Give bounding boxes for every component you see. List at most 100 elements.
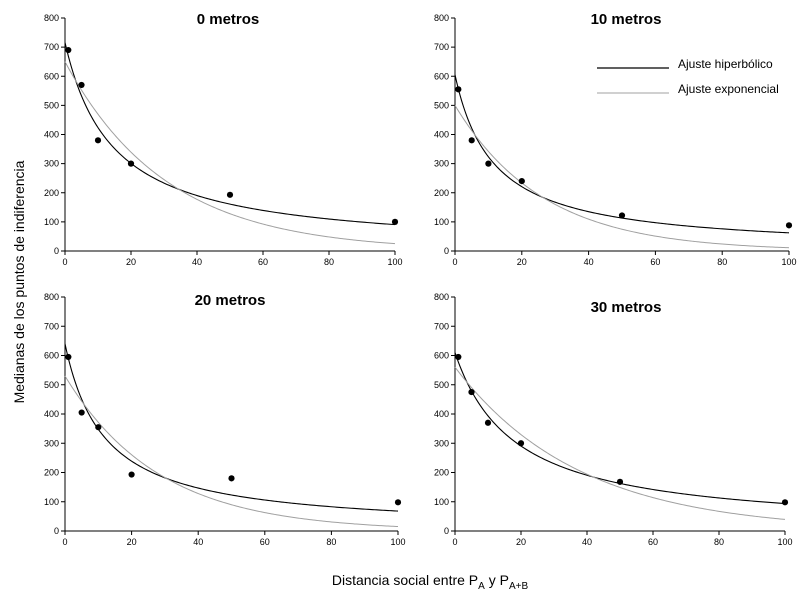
y-tick-label: 600 [434, 71, 449, 81]
x-tick-label: 100 [387, 257, 402, 267]
data-point [484, 419, 492, 426]
x-tick-label: 20 [517, 257, 527, 267]
data-point [517, 440, 525, 447]
x-tick-label: 0 [452, 257, 457, 267]
y-tick-label: 700 [44, 42, 59, 52]
data-point [455, 353, 462, 361]
y-tick-label: 600 [44, 71, 59, 81]
data-point [78, 81, 85, 89]
y-tick-label: 400 [44, 409, 59, 419]
data-point [78, 409, 85, 416]
x-tick-label: 40 [582, 537, 592, 547]
y-tick-label: 200 [44, 188, 59, 198]
data-point [65, 353, 72, 361]
data-point [468, 137, 475, 144]
exponential-fit-line [454, 105, 790, 249]
y-tick-label: 300 [44, 159, 59, 169]
x-tick-label: 80 [326, 537, 336, 547]
y-tick-label: 100 [434, 497, 449, 507]
y-tick-label: 100 [44, 217, 59, 227]
y-tick-label: 800 [434, 13, 449, 23]
x-tick-label: 0 [452, 537, 457, 547]
y-tick-label: 100 [44, 497, 59, 507]
legend: Ajuste hiperbólico Ajuste exponencial [597, 57, 779, 96]
data-point [226, 191, 234, 198]
data-point [65, 46, 72, 54]
panel-title: 30 metros [591, 299, 662, 316]
data-point [95, 424, 102, 431]
data-point [394, 499, 402, 506]
y-tick-label: 500 [434, 100, 449, 110]
panel-title: 10 metros [591, 11, 662, 28]
y-tick-label: 600 [434, 351, 449, 361]
data-point [485, 160, 492, 167]
data-point [228, 475, 235, 482]
y-tick-label: 500 [44, 100, 59, 110]
y-tick-label: 800 [434, 292, 449, 302]
y-tick-label: 600 [44, 351, 59, 361]
x-tick-label: 60 [260, 537, 270, 547]
y-axis-label: Medianas de los puntos de indiferencia [11, 160, 27, 403]
x-tick-label: 40 [192, 257, 202, 267]
x-tick-label: 40 [584, 257, 594, 267]
panel-title: 0 metros [197, 11, 260, 28]
data-point [781, 499, 789, 506]
y-tick-label: 200 [44, 468, 59, 478]
y-tick-label: 0 [54, 526, 59, 536]
y-tick-label: 800 [44, 13, 59, 23]
panel-3: 0 100 200 300 400 500 600 700 800 0 20 40 60 80 100 20 … [44, 292, 406, 547]
y-tick-label: 400 [434, 409, 449, 419]
hyperbolic-fit-line [64, 343, 399, 512]
data-point [616, 478, 624, 485]
data-point [455, 86, 462, 93]
y-tick-label: 100 [434, 217, 449, 227]
panel-title: 20 metros [195, 292, 266, 309]
x-tick-label: 60 [648, 537, 658, 547]
x-tick-label: 0 [62, 257, 67, 267]
x-tick-label: 20 [126, 257, 136, 267]
y-tick-label: 200 [434, 188, 449, 198]
y-tick-label: 400 [44, 130, 59, 140]
x-tick-label: 80 [714, 537, 724, 547]
y-tick-label: 300 [44, 438, 59, 448]
y-tick-label: 0 [444, 246, 449, 256]
y-tick-label: 700 [44, 321, 59, 331]
exponential-fit-line [64, 61, 396, 245]
data-point [128, 471, 135, 478]
legend-hyperbolic-label: Ajuste hiperbólico [678, 57, 773, 71]
panel-2: 0 100 200 300 400 500 600 700 800 0 20 40 60 80 100 10 … [434, 11, 797, 267]
x-tick-label: 80 [717, 257, 727, 267]
y-tick-label: 500 [44, 380, 59, 390]
hyperbolic-fit-line [454, 74, 790, 234]
data-point [94, 137, 102, 144]
data-point [518, 178, 525, 185]
x-tick-label: 80 [324, 257, 334, 267]
x-tick-label: 60 [650, 257, 660, 267]
x-tick-label: 100 [777, 537, 792, 547]
y-tick-label: 400 [434, 130, 449, 140]
x-tick-label: 60 [258, 257, 268, 267]
data-point [618, 212, 626, 219]
data-point [127, 160, 135, 167]
x-tick-label: 100 [390, 537, 405, 547]
y-tick-label: 300 [434, 438, 449, 448]
x-tick-label: 100 [781, 257, 796, 267]
y-tick-label: 500 [434, 380, 449, 390]
x-axis-label: Distancia social entre PA y PA+B [332, 572, 529, 592]
x-tick-label: 40 [193, 537, 203, 547]
panel-1: 0 100 200 300 400 500 600 700 800 0 20 40 60 80 100 0 m… [44, 11, 403, 267]
data-point [391, 218, 399, 225]
panel-4: 0 100 200 300 400 500 600 700 800 0 20 40 60 80 100 30 … [434, 292, 793, 547]
x-tick-label: 20 [127, 537, 137, 547]
y-tick-label: 0 [444, 526, 449, 536]
y-tick-label: 300 [434, 159, 449, 169]
y-tick-label: 200 [434, 468, 449, 478]
x-tick-label: 20 [516, 537, 526, 547]
exponential-fit-line [454, 366, 786, 520]
legend-exponential-label: Ajuste exponencial [678, 82, 779, 96]
data-point [785, 222, 793, 229]
hyperbolic-fit-line [64, 42, 396, 226]
exponential-fit-line [64, 375, 399, 528]
